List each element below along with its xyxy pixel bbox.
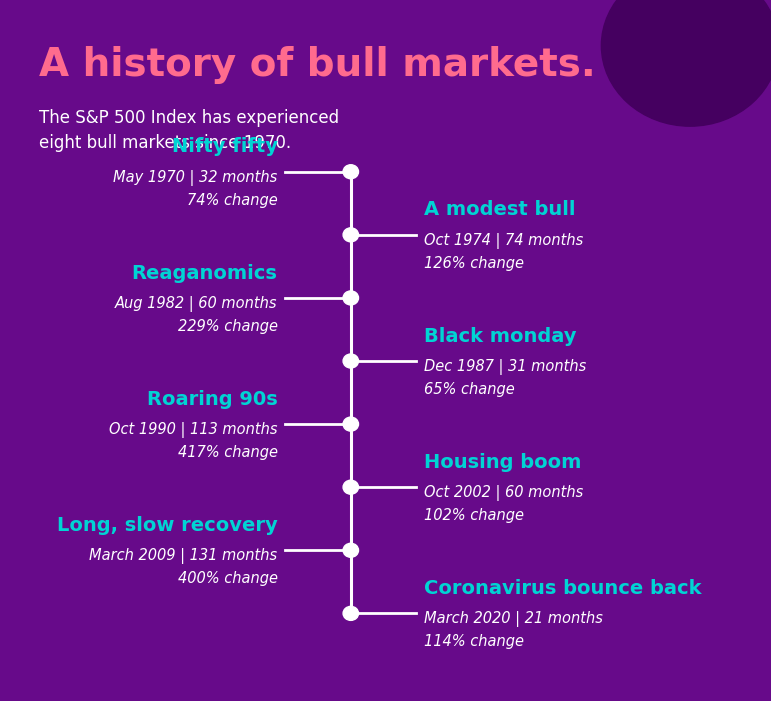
Text: Reaganomics: Reaganomics: [132, 264, 278, 283]
Text: A history of bull markets.: A history of bull markets.: [39, 46, 595, 83]
Circle shape: [601, 0, 771, 126]
Text: Housing boom: Housing boom: [424, 453, 581, 472]
Text: 74% change: 74% change: [187, 193, 278, 207]
Text: Oct 2002 | 60 months: Oct 2002 | 60 months: [424, 485, 584, 501]
Text: Oct 1974 | 74 months: Oct 1974 | 74 months: [424, 233, 584, 249]
Text: Dec 1987 | 31 months: Dec 1987 | 31 months: [424, 359, 586, 375]
Text: 114% change: 114% change: [424, 634, 524, 649]
Text: 417% change: 417% change: [177, 445, 278, 460]
Text: 126% change: 126% change: [424, 256, 524, 271]
Circle shape: [343, 543, 359, 557]
Text: A modest bull: A modest bull: [424, 200, 575, 219]
Text: 65% change: 65% change: [424, 382, 515, 397]
Circle shape: [343, 228, 359, 242]
Text: Coronavirus bounce back: Coronavirus bounce back: [424, 579, 702, 598]
Circle shape: [343, 291, 359, 305]
Text: Roaring 90s: Roaring 90s: [146, 390, 278, 409]
Text: Long, slow recovery: Long, slow recovery: [57, 516, 278, 535]
Circle shape: [343, 165, 359, 179]
Text: Oct 1990 | 113 months: Oct 1990 | 113 months: [109, 422, 278, 438]
Circle shape: [343, 417, 359, 431]
Text: March 2009 | 131 months: March 2009 | 131 months: [89, 548, 278, 564]
Text: Black monday: Black monday: [424, 327, 577, 346]
Circle shape: [343, 480, 359, 494]
Text: The S&P 500 Index has experienced
eight bull markets since 1970.: The S&P 500 Index has experienced eight …: [39, 109, 338, 151]
Text: 102% change: 102% change: [424, 508, 524, 523]
Text: Nifty fifty: Nifty fifty: [172, 137, 278, 156]
Text: Aug 1982 | 60 months: Aug 1982 | 60 months: [115, 296, 278, 312]
Text: May 1970 | 32 months: May 1970 | 32 months: [113, 170, 278, 186]
Circle shape: [343, 606, 359, 620]
Text: 400% change: 400% change: [177, 571, 278, 586]
Text: March 2020 | 21 months: March 2020 | 21 months: [424, 611, 603, 627]
Circle shape: [343, 354, 359, 368]
Text: 229% change: 229% change: [177, 319, 278, 334]
